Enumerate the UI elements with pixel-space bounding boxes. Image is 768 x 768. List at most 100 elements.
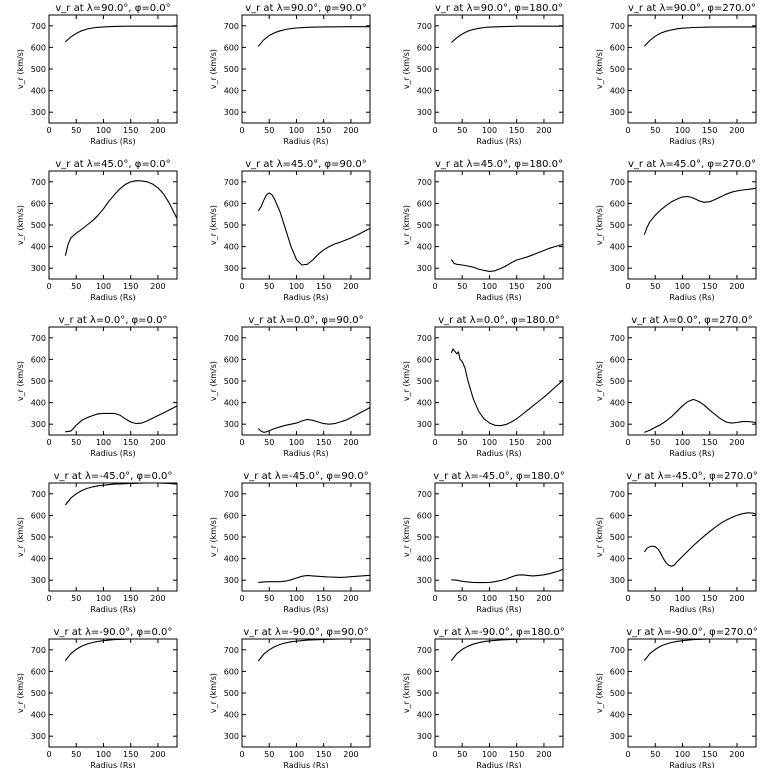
x-tick-label: 0 (432, 126, 437, 135)
x-tick-label: 0 (46, 126, 51, 135)
chart-panel: v_r at λ=-45.0°, φ=90.0° 0 50 100 150 200 300 4… (209, 471, 371, 614)
x-tick-label: 0 (46, 750, 51, 759)
x-tick-label: 50 (457, 126, 467, 135)
x-tick-label: 200 (343, 438, 358, 447)
y-tick-label: 500 (31, 377, 46, 386)
series-line (65, 405, 177, 433)
x-tick-label: 200 (729, 750, 744, 759)
x-axis-label: Radius (Rs) (283, 449, 328, 458)
plot-frame (241, 14, 371, 124)
y-axis-label: v_r (km/s) (209, 49, 218, 89)
y-tick-label: 500 (417, 689, 432, 698)
y-tick-label: 400 (610, 555, 625, 564)
chart-title: v_r at λ=45.0°, φ=0.0° (55, 159, 170, 170)
chart-panel: v_r at λ=-45.0°, φ=0.0° 0 50 100 150 200 300 40… (16, 471, 178, 614)
series-line (450, 243, 563, 272)
plot-frame (434, 14, 564, 124)
x-axis-label: Radius (Rs) (283, 761, 328, 768)
y-tick-label: 700 (31, 22, 46, 31)
x-tick-label: 100 (482, 750, 497, 759)
x-tick-label: 0 (239, 282, 244, 291)
y-tick-label: 600 (31, 199, 46, 208)
y-axis-label: v_r (km/s) (209, 517, 218, 557)
x-axis-label: Radius (Rs) (90, 293, 135, 302)
x-axis-label: Radius (Rs) (669, 761, 714, 768)
y-tick-label: 600 (610, 199, 625, 208)
y-tick-label: 600 (610, 667, 625, 676)
chart-panel: v_r at λ=0.0°, φ=270.0° 0 50 100 150 200 300 40… (595, 315, 757, 458)
chart-panel: v_r at λ=0.0°, φ=90.0° 0 50 100 150 200 300 400… (209, 315, 371, 458)
y-tick-label: 300 (610, 264, 625, 273)
y-tick-label: 300 (31, 576, 46, 585)
x-tick-label: 100 (675, 594, 690, 603)
x-tick-label: 50 (650, 282, 660, 291)
x-tick-label: 0 (432, 750, 437, 759)
x-tick-label: 50 (650, 750, 660, 759)
x-tick-label: 50 (71, 282, 81, 291)
y-axis-label: v_r (km/s) (402, 517, 411, 557)
x-tick-label: 50 (71, 126, 81, 135)
x-tick-label: 200 (729, 282, 744, 291)
y-tick-label: 400 (417, 555, 432, 564)
series-line (257, 26, 370, 47)
x-tick-label: 0 (46, 438, 51, 447)
y-axis-label: v_r (km/s) (402, 361, 411, 401)
x-tick-label: 50 (264, 282, 274, 291)
x-tick-label: 100 (289, 594, 304, 603)
y-tick-label: 700 (417, 22, 432, 31)
x-axis-label: Radius (Rs) (283, 605, 328, 614)
x-tick-label: 50 (457, 282, 467, 291)
x-axis-label: Radius (Rs) (476, 605, 521, 614)
series-line (64, 25, 177, 43)
y-axis-label: v_r (km/s) (16, 205, 25, 245)
plot-frame (241, 326, 371, 436)
y-tick-label: 300 (417, 264, 432, 273)
x-tick-label: 150 (316, 438, 331, 447)
x-tick-label: 200 (729, 438, 744, 447)
y-tick-label: 700 (224, 490, 239, 499)
y-tick-label: 400 (31, 243, 46, 252)
y-tick-label: 600 (417, 43, 432, 52)
chart-title: v_r at λ=-90.0°, φ=180.0° (433, 627, 565, 638)
x-axis-label: Radius (Rs) (283, 137, 328, 146)
x-tick-label: 50 (264, 126, 274, 135)
series-line (450, 639, 563, 661)
y-tick-label: 500 (417, 65, 432, 74)
x-tick-label: 200 (343, 750, 358, 759)
y-tick-label: 700 (417, 178, 432, 187)
x-tick-label: 150 (702, 126, 717, 135)
y-tick-label: 700 (224, 334, 239, 343)
y-tick-label: 400 (610, 87, 625, 96)
y-tick-label: 300 (31, 732, 46, 741)
x-axis-label: Radius (Rs) (90, 137, 135, 146)
y-tick-label: 700 (610, 178, 625, 187)
x-tick-label: 150 (123, 750, 138, 759)
x-tick-label: 50 (264, 594, 274, 603)
chart-title: v_r at λ=45.0°, φ=180.0° (435, 159, 563, 170)
x-tick-label: 150 (509, 750, 524, 759)
x-axis-label: Radius (Rs) (283, 293, 328, 302)
y-tick-label: 400 (610, 243, 625, 252)
x-tick-label: 200 (150, 126, 165, 135)
y-axis-label: v_r (km/s) (595, 517, 604, 557)
chart-panel: v_r at λ=-90.0°, φ=270.0° 0 50 100 150 200 300… (595, 627, 758, 768)
x-tick-label: 100 (289, 438, 304, 447)
y-tick-label: 700 (610, 646, 625, 655)
y-tick-label: 300 (417, 108, 432, 117)
chart-title: v_r at λ=-90.0°, φ=0.0° (54, 627, 173, 638)
plot-frame (434, 638, 564, 748)
y-tick-label: 700 (224, 22, 239, 31)
y-tick-label: 500 (31, 533, 46, 542)
chart-panel: v_r at λ=90.0°, φ=90.0° 0 50 100 150 200 300 40… (209, 3, 371, 146)
plot-frame (48, 638, 178, 748)
x-tick-label: 150 (509, 594, 524, 603)
plot-frame (627, 14, 757, 124)
y-axis-label: v_r (km/s) (209, 205, 218, 245)
x-tick-label: 100 (675, 282, 690, 291)
y-tick-label: 300 (417, 576, 432, 585)
y-tick-label: 300 (224, 420, 239, 429)
x-tick-label: 150 (316, 750, 331, 759)
y-axis-label: v_r (km/s) (402, 49, 411, 89)
y-tick-label: 400 (31, 87, 46, 96)
chart-title: v_r at λ=0.0°, φ=270.0° (631, 315, 753, 326)
